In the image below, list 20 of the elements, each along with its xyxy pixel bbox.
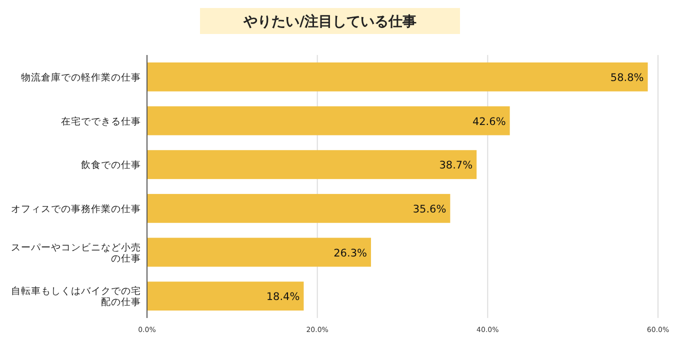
data-label: 42.6%	[472, 116, 506, 128]
bar	[147, 282, 304, 311]
bar	[147, 194, 450, 223]
data-label: 38.7%	[439, 160, 473, 172]
data-label: 58.8%	[610, 72, 644, 84]
bar	[147, 62, 648, 92]
bar	[147, 106, 510, 136]
y-tick-label: 自転車もしくはバイクでの宅配の仕事	[11, 285, 141, 308]
bar	[147, 150, 477, 180]
data-label: 35.6%	[412, 203, 446, 216]
title: やりたい/注目している仕事	[200, 8, 460, 34]
y-tick-label: オフィスでの事務作業の仕事	[11, 202, 141, 215]
y-tick-label: 在宅でできる仕事	[61, 115, 141, 128]
chart-title: やりたい/注目している仕事	[242, 13, 417, 30]
y-tick-label: 物流倉庫での軽作業の仕事	[21, 71, 141, 84]
data-label: 26.3%	[334, 247, 368, 260]
y-tick-label: スーパーやコンビニなど小売の仕事	[11, 241, 141, 264]
data-label: 18.4%	[266, 291, 300, 304]
y-tick-label: 飲食での仕事	[81, 159, 141, 172]
bar	[147, 238, 371, 267]
